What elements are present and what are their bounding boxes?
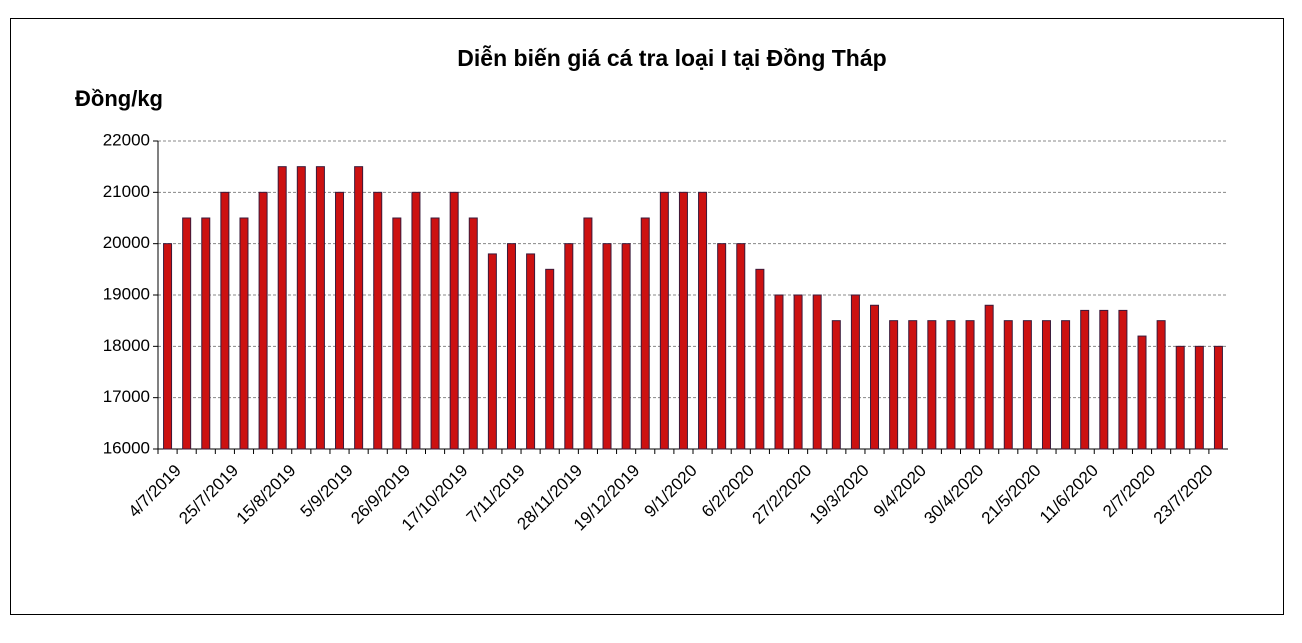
y-tick-label: 22000	[103, 130, 150, 149]
bar	[1137, 335, 1147, 450]
bar	[526, 253, 536, 450]
bar	[392, 217, 402, 450]
y-tick-label: 21000	[103, 182, 150, 201]
bar	[736, 243, 746, 450]
bar	[583, 217, 593, 450]
bar	[831, 320, 841, 450]
bar	[411, 191, 421, 450]
bar	[621, 243, 631, 450]
bar	[564, 243, 574, 450]
bar	[717, 243, 727, 450]
bar	[659, 191, 669, 450]
bar	[201, 217, 211, 450]
bar	[373, 191, 383, 450]
bar	[1041, 320, 1051, 450]
bar	[946, 320, 956, 450]
bar	[163, 243, 173, 450]
bar	[449, 191, 459, 450]
bar	[487, 253, 497, 450]
bar	[1080, 309, 1090, 450]
bar	[506, 243, 516, 450]
bar	[793, 294, 803, 450]
bar	[889, 320, 899, 450]
bar	[182, 217, 192, 450]
y-tick-label: 17000	[103, 387, 150, 406]
chart-title: Diễn biến giá cá tra loại I tại Đồng Thá…	[457, 44, 886, 71]
bar	[277, 166, 287, 450]
bar	[468, 217, 478, 450]
bar	[1003, 320, 1013, 450]
bar	[870, 304, 880, 450]
bar	[1022, 320, 1032, 450]
bar	[965, 320, 975, 450]
y-tick-label: 20000	[103, 233, 150, 252]
bar	[315, 166, 325, 450]
bar	[239, 217, 249, 450]
bar	[335, 191, 345, 450]
bar	[1061, 320, 1071, 450]
bar	[984, 304, 994, 450]
bar	[908, 320, 918, 450]
bar	[755, 268, 765, 450]
y-axis-label: Đồng/kg	[75, 86, 163, 111]
y-tick-label: 18000	[103, 336, 150, 355]
bar	[927, 320, 937, 450]
y-tick-label: 16000	[103, 438, 150, 457]
bar	[296, 166, 306, 450]
bar	[1213, 345, 1223, 450]
bar	[1194, 345, 1204, 450]
bar	[850, 294, 860, 450]
bar	[774, 294, 784, 450]
bar	[812, 294, 822, 450]
bar	[220, 191, 230, 450]
bar	[430, 217, 440, 450]
bar	[1099, 309, 1109, 450]
bar	[678, 191, 688, 450]
bar	[602, 243, 612, 450]
bar	[545, 268, 555, 450]
bar	[698, 191, 708, 450]
bar	[1156, 320, 1166, 450]
bar	[1175, 345, 1185, 450]
y-tick-label: 19000	[103, 284, 150, 303]
bar	[640, 217, 650, 450]
bar	[354, 166, 364, 450]
bar	[258, 191, 268, 450]
bar	[1118, 309, 1128, 450]
